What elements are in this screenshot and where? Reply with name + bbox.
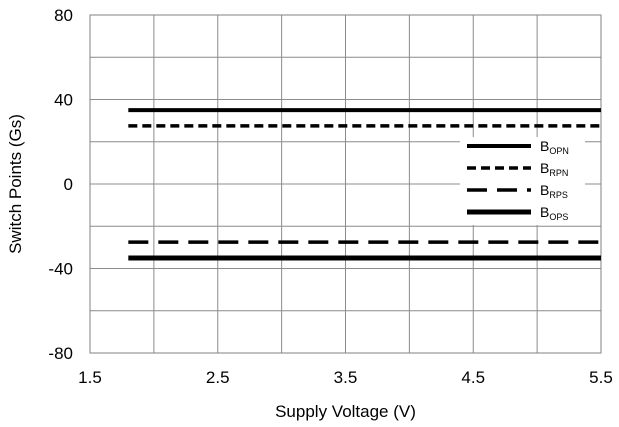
y-axis-title: Switch Points (Gs) <box>6 114 25 254</box>
y-axis-tick-labels: 80 40 0 -40 -80 <box>48 6 73 363</box>
x-tick-label: 3.5 <box>334 368 358 387</box>
x-axis-title: Supply Voltage (V) <box>275 402 416 421</box>
y-tick-label: 40 <box>54 91 73 110</box>
y-tick-label: 0 <box>64 175 73 194</box>
legend-label-ops: BOPS <box>540 204 568 222</box>
legend: BOPN BRPN BRPS BOPS <box>460 137 585 225</box>
y-tick-label: 80 <box>54 6 73 25</box>
x-tick-label: 5.5 <box>589 368 613 387</box>
legend-label-rps: BRPS <box>540 182 568 200</box>
x-tick-label: 1.5 <box>78 368 102 387</box>
x-tick-label: 4.5 <box>461 368 485 387</box>
y-tick-label: -40 <box>48 260 73 279</box>
y-tick-label: -80 <box>48 344 73 363</box>
series-lines <box>128 108 601 261</box>
legend-label-opn: BOPN <box>540 138 569 156</box>
plot-area-border <box>89 14 602 354</box>
legend-label-rpn: BRPN <box>540 160 568 178</box>
x-tick-label: 2.5 <box>206 368 230 387</box>
x-axis-tick-labels: 1.5 2.5 3.5 4.5 5.5 <box>78 368 613 387</box>
